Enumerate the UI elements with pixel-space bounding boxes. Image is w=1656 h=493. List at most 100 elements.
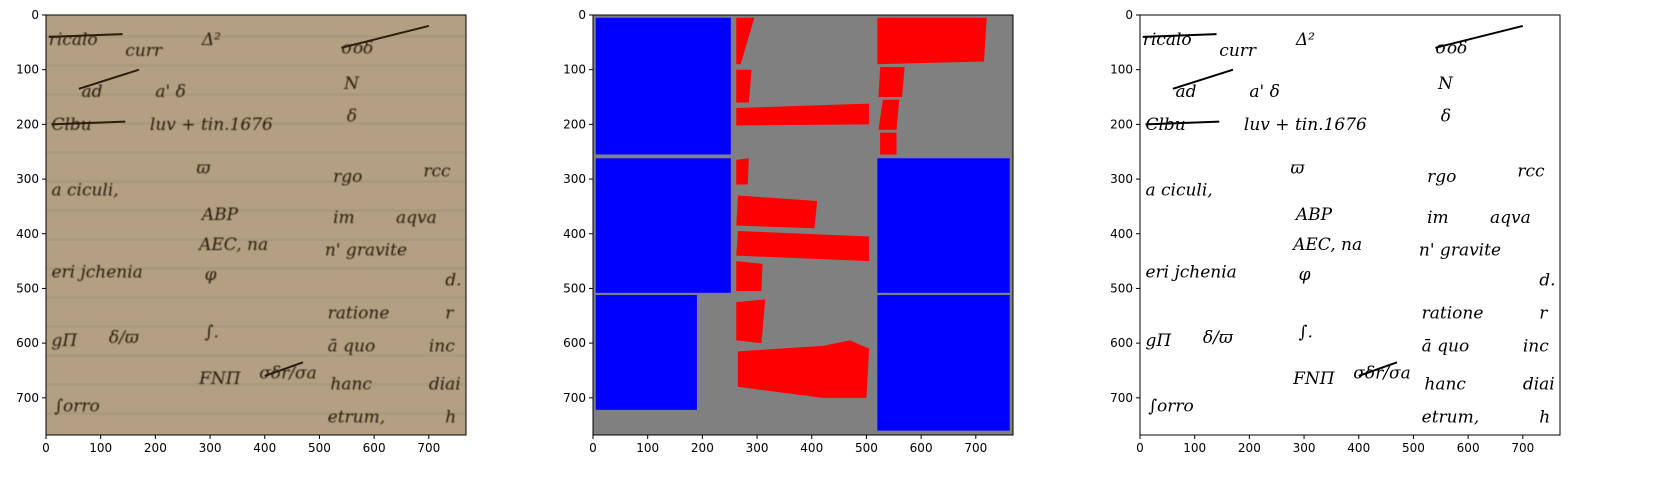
ink-strike xyxy=(1142,33,1217,38)
text-line-region xyxy=(877,17,987,65)
handwritten-text: Clbu xyxy=(1145,115,1185,135)
handwritten-text: δ/ϖ xyxy=(109,328,140,348)
y-tick-label: 600 xyxy=(1110,336,1133,350)
handwritten-text: r xyxy=(445,304,454,324)
paper-streak xyxy=(46,209,466,212)
paper-streak xyxy=(46,93,466,96)
handwritten-text: h xyxy=(1539,407,1550,427)
handwritten-text: δ xyxy=(347,107,357,127)
text-line-region xyxy=(736,103,870,126)
x-tick-label: 200 xyxy=(1238,441,1261,455)
text-block-region xyxy=(877,295,1010,431)
paper-streak xyxy=(46,267,466,270)
text-line-region xyxy=(736,17,755,65)
y-tick-label: 100 xyxy=(1110,63,1133,77)
y-tick-label: 200 xyxy=(16,117,39,131)
handwritten-text: diai xyxy=(1523,375,1555,395)
ink-strike xyxy=(1435,24,1524,49)
text-block-region xyxy=(595,17,731,155)
handwritten-text: rcc xyxy=(423,161,451,181)
handwritten-text: a' δ xyxy=(155,82,185,102)
handwritten-text: aqva xyxy=(1490,208,1531,228)
x-tick-label: 100 xyxy=(1183,441,1206,455)
x-tick-label: 500 xyxy=(855,441,878,455)
y-tick-label: 200 xyxy=(1110,117,1133,131)
handwritten-text: FNΠ xyxy=(1292,369,1336,389)
handwritten-text: AEC, na xyxy=(197,235,268,255)
handwritten-text: hanc xyxy=(1424,375,1466,395)
binary-background xyxy=(1140,15,1560,435)
y-tick-label: 500 xyxy=(16,281,39,295)
x-tick-label: 100 xyxy=(636,441,659,455)
x-tick-label: 200 xyxy=(144,441,167,455)
x-tick-label: 600 xyxy=(363,441,386,455)
x-tick-label: 300 xyxy=(1293,441,1316,455)
y-tick-label: 700 xyxy=(563,391,586,405)
handwritten-text: eri jchenia xyxy=(51,263,142,283)
handwritten-text: σδr/σa xyxy=(259,364,316,384)
handwritten-text: ∫orro xyxy=(54,396,100,416)
text-line-region xyxy=(736,299,766,344)
text-line-region xyxy=(878,66,905,98)
ink-strike xyxy=(78,68,140,90)
y-tick-label: 500 xyxy=(1110,281,1133,295)
text-line-region xyxy=(737,340,870,398)
text-line-region xyxy=(736,195,818,229)
y-tick-label: 400 xyxy=(1110,227,1133,241)
handwritten-text: gΠ xyxy=(1145,331,1172,351)
handwritten-text: rcc xyxy=(1517,161,1545,181)
panel-segmentation-mask: 0 100 200 300 400 500 600 700 0 100 200 300 400 500 60… xyxy=(563,8,1014,455)
handwritten-text: Clbu xyxy=(51,115,91,135)
y-tick-label: 100 xyxy=(563,63,586,77)
handwritten-text: inc xyxy=(1523,336,1549,356)
handwritten-text: curr xyxy=(1219,41,1257,61)
handwritten-text: h xyxy=(445,407,456,427)
handwritten-text: rgo xyxy=(333,167,362,187)
x-tick-label: 600 xyxy=(910,441,933,455)
handwritten-text: ratione xyxy=(328,304,390,324)
handwritten-text: luv + tin.1676 xyxy=(150,115,273,135)
text-block-region xyxy=(595,295,697,410)
y-tick-label: 700 xyxy=(16,391,39,405)
paper-streak xyxy=(46,238,466,241)
handwritten-text: curr xyxy=(125,41,163,61)
handwritten-text: δ xyxy=(1441,107,1451,127)
text-line-region xyxy=(736,158,749,185)
handwritten-text: etrum, xyxy=(1422,407,1480,427)
y-tick-label: 100 xyxy=(16,63,39,77)
x-tick-label: 400 xyxy=(800,441,823,455)
axes-frame xyxy=(592,14,1014,436)
handwritten-text: σδr/σa xyxy=(1353,364,1410,384)
x-tick-label: 300 xyxy=(746,441,769,455)
x-tick-label: 200 xyxy=(691,441,714,455)
handwritten-text: n' gravite xyxy=(1419,241,1501,261)
x-tick-label: 0 xyxy=(589,441,597,455)
x-tick-label: 400 xyxy=(253,441,276,455)
x-tick-label: 0 xyxy=(1136,441,1144,455)
y-tick-label: 700 xyxy=(1110,391,1133,405)
x-tick-label: 700 xyxy=(417,441,440,455)
handwritten-text: φ xyxy=(205,265,217,285)
x-tick-label: 700 xyxy=(1511,441,1534,455)
paper-streak xyxy=(46,151,466,154)
x-tick-label: 500 xyxy=(1402,441,1425,455)
text-line-region xyxy=(880,132,897,155)
handwritten-text: ricalo xyxy=(49,30,98,50)
axes-frame xyxy=(45,14,467,436)
handwritten-text: ā quo xyxy=(1422,336,1470,356)
handwritten-text: ∫. xyxy=(1299,323,1313,343)
y-tick-label: 600 xyxy=(563,336,586,350)
text-block-region xyxy=(595,158,731,293)
handwritten-text: d. xyxy=(445,271,461,291)
y-tick-label: 0 xyxy=(1125,8,1133,22)
handwritten-text: im xyxy=(1427,208,1449,228)
paper-streak xyxy=(46,354,466,357)
axes-frame xyxy=(1139,14,1561,436)
paper-streak xyxy=(46,122,466,125)
ink-strike xyxy=(48,33,123,38)
handwritten-text: N xyxy=(1437,74,1454,94)
